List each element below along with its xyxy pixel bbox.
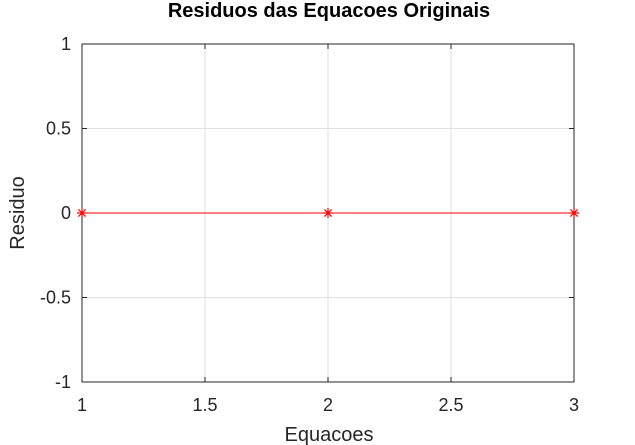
- data-series: [77, 208, 579, 218]
- y-tick-label: 0: [61, 203, 71, 223]
- data-point-marker: [323, 208, 333, 218]
- data-point-marker: [569, 208, 579, 218]
- x-tick-label: 3: [569, 395, 579, 415]
- chart-title: Residuos das Equacoes Originais: [168, 0, 490, 22]
- x-tick-label: 2: [323, 395, 333, 415]
- x-tick-label: 1: [77, 395, 87, 415]
- axis-ticks: 1 1.5 2 2.5 3 -1 -0.5 0 0.5 1: [40, 34, 579, 415]
- x-tick-label: 1.5: [192, 395, 217, 415]
- y-tick-label: -0.5: [40, 288, 71, 308]
- x-axis-label: Equacoes: [285, 424, 374, 445]
- data-point-marker: [77, 208, 87, 218]
- x-tick-label: 2.5: [438, 395, 463, 415]
- y-axis-label: Residuo: [7, 176, 29, 249]
- y-tick-label: -1: [55, 372, 71, 392]
- y-tick-label: 1: [61, 34, 71, 54]
- y-tick-label: 0.5: [46, 119, 71, 139]
